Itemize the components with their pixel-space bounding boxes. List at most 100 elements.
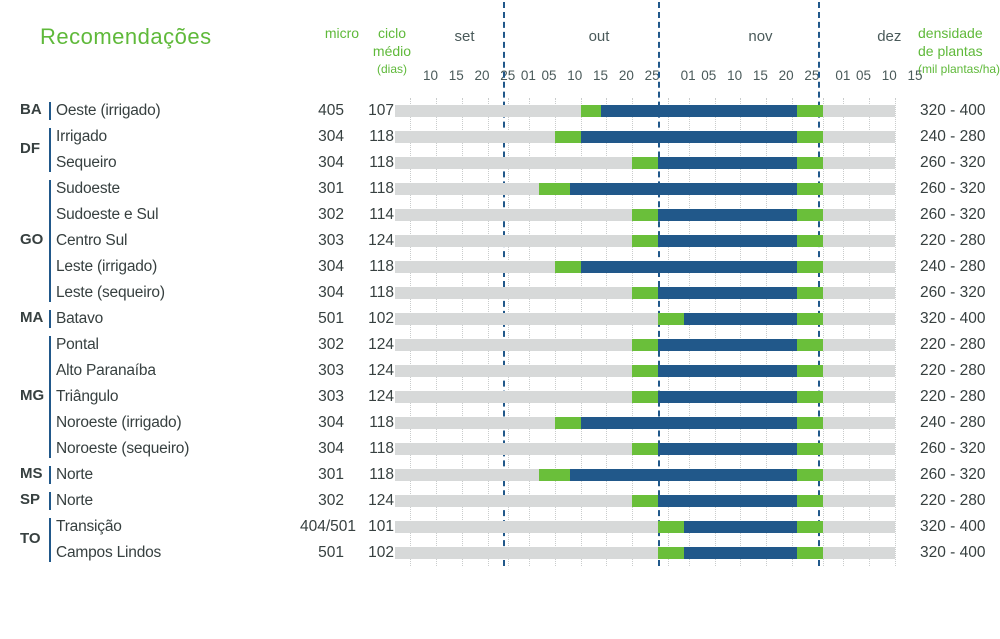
data-row: Norte302124220 - 280 — [0, 488, 1000, 514]
density-cell: 220 - 280 — [920, 228, 1000, 254]
bar-segment-secondary — [632, 391, 658, 403]
ciclo-cell: 118 — [350, 150, 394, 176]
bar-segment-secondary — [797, 417, 823, 429]
bar-segment-secondary — [797, 105, 823, 117]
region-cell: Leste (irrigado) — [56, 254, 157, 280]
ciclo-cell: 124 — [350, 358, 394, 384]
col-header-density-l1: densidade — [918, 24, 1000, 42]
bar-segment-secondary — [797, 547, 823, 559]
bar-segment-primary — [684, 521, 797, 533]
region-cell: Norte — [56, 488, 93, 514]
col-header-density-l2: de plantas — [918, 42, 1000, 60]
data-row: Sudoeste e Sul302114260 - 320 — [0, 202, 1000, 228]
tick-label: 15 — [593, 68, 608, 83]
data-row: Batavo501102320 - 400 — [0, 306, 1000, 332]
bar-segment-primary — [658, 443, 797, 455]
month-label: dez — [877, 28, 901, 45]
tick-label: 20 — [474, 68, 489, 83]
bar-segment-secondary — [539, 469, 570, 481]
bar-track — [395, 105, 895, 117]
bar-segment-secondary — [658, 547, 684, 559]
bar-segment-secondary — [632, 443, 658, 455]
bar-segment-secondary — [555, 261, 581, 273]
bar-segment-secondary — [797, 313, 823, 325]
bar-segment-secondary — [797, 365, 823, 377]
bar-segment-primary — [684, 313, 797, 325]
bar-segment-primary — [658, 287, 797, 299]
region-cell: Leste (sequeiro) — [56, 280, 165, 306]
tick-label: 01 — [835, 68, 850, 83]
data-row: Leste (irrigado)304118240 - 280 — [0, 254, 1000, 280]
tick-label: 05 — [542, 68, 557, 83]
bar-segment-primary — [658, 157, 797, 169]
region-cell: Transição — [56, 514, 122, 540]
density-cell: 260 - 320 — [920, 436, 1000, 462]
state-code: BA — [20, 101, 42, 118]
bar-track — [395, 313, 895, 325]
bar-track — [395, 235, 895, 247]
tick-label: 01 — [681, 68, 696, 83]
data-row: Sequeiro304118260 - 320 — [0, 150, 1000, 176]
tick-label: 25 — [500, 68, 515, 83]
month-label: nov — [748, 28, 772, 45]
data-row: Leste (sequeiro)304118260 - 320 — [0, 280, 1000, 306]
micro-cell: 301 — [300, 462, 344, 488]
bar-track — [395, 469, 895, 481]
region-cell: Norte — [56, 462, 93, 488]
bar-segment-secondary — [797, 391, 823, 403]
state-separator — [49, 128, 51, 172]
density-cell: 320 - 400 — [920, 306, 1000, 332]
micro-cell: 304 — [300, 124, 344, 150]
state-code: TO — [20, 530, 41, 547]
bar-track — [395, 209, 895, 221]
micro-cell: 303 — [300, 228, 344, 254]
data-row: Campos Lindos501102320 - 400 — [0, 540, 1000, 566]
state-separator — [49, 180, 51, 302]
ciclo-cell: 102 — [350, 306, 394, 332]
density-cell: 220 - 280 — [920, 332, 1000, 358]
region-cell: Alto Paranaíba — [56, 358, 156, 384]
bar-segment-secondary — [632, 157, 658, 169]
tick-label: 20 — [619, 68, 634, 83]
micro-cell: 304 — [300, 254, 344, 280]
bar-track — [395, 391, 895, 403]
tick-label: 15 — [907, 68, 922, 83]
state-separator — [49, 102, 51, 120]
region-cell: Pontal — [56, 332, 99, 358]
micro-cell: 304 — [300, 150, 344, 176]
ciclo-cell: 118 — [350, 280, 394, 306]
data-row: Noroeste (sequeiro)304118260 - 320 — [0, 436, 1000, 462]
density-cell: 220 - 280 — [920, 488, 1000, 514]
col-header-ciclo-l3: (dias) — [370, 60, 414, 78]
bar-segment-secondary — [797, 183, 823, 195]
tick-label: 15 — [449, 68, 464, 83]
chart-header: setoutnovdez 101520250105101520250105101… — [415, 20, 915, 90]
density-cell: 260 - 320 — [920, 462, 1000, 488]
bar-segment-secondary — [539, 183, 570, 195]
state-separator — [49, 336, 51, 458]
bar-track — [395, 443, 895, 455]
state-code: SP — [20, 491, 40, 508]
bar-segment-secondary — [797, 443, 823, 455]
bar-segment-primary — [658, 235, 797, 247]
density-cell: 320 - 400 — [920, 98, 1000, 124]
bar-track — [395, 417, 895, 429]
micro-cell: 501 — [300, 306, 344, 332]
data-row: Transição404/501101320 - 400 — [0, 514, 1000, 540]
bar-segment-secondary — [797, 261, 823, 273]
col-header-ciclo-l2: médio — [370, 42, 414, 60]
bar-segment-secondary — [797, 469, 823, 481]
bar-segment-secondary — [555, 131, 581, 143]
state-code: MG — [20, 387, 44, 404]
region-cell: Sudoeste — [56, 176, 120, 202]
tick-label: 01 — [521, 68, 536, 83]
bar-segment-secondary — [797, 131, 823, 143]
tick-label: 10 — [882, 68, 897, 83]
tick-label: 15 — [753, 68, 768, 83]
state-separator — [49, 518, 51, 562]
bar-segment-primary — [658, 209, 797, 221]
bar-segment-primary — [658, 365, 797, 377]
region-cell: Sudoeste e Sul — [56, 202, 158, 228]
density-cell: 220 - 280 — [920, 358, 1000, 384]
bar-segment-primary — [601, 105, 797, 117]
